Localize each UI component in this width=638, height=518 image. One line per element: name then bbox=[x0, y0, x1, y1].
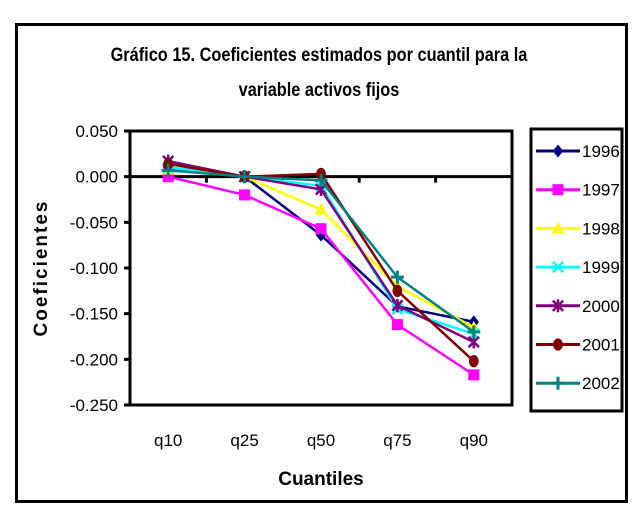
legend-marker bbox=[553, 338, 563, 351]
data-point bbox=[315, 223, 327, 235]
legend-marker bbox=[552, 144, 564, 158]
data-point bbox=[238, 170, 252, 184]
series-layer bbox=[161, 154, 481, 381]
data-point bbox=[392, 284, 403, 298]
y-axis: 0.050 0.000 -0.050 -0.100 -0.150 -0.200 -0.250 bbox=[70, 122, 130, 415]
legend-item: 1999 bbox=[536, 258, 620, 277]
legend-item: 1998 bbox=[536, 219, 620, 238]
legend-label: 2002 bbox=[582, 374, 620, 393]
x-tick-label: q75 bbox=[383, 431, 411, 450]
data-point bbox=[314, 203, 328, 215]
x-tick-label: q50 bbox=[307, 431, 335, 450]
legend-marker bbox=[551, 376, 565, 390]
data-point bbox=[468, 369, 480, 381]
legend-label: 1998 bbox=[582, 219, 620, 238]
data-point bbox=[314, 173, 328, 187]
y-tick-label: 0.050 bbox=[75, 122, 118, 141]
legend-label: 1997 bbox=[582, 181, 620, 200]
x-tick-label: q90 bbox=[460, 431, 488, 450]
chart-title-line-2: variable activos fijos bbox=[238, 80, 400, 101]
legend-item: 2000 bbox=[536, 297, 620, 316]
legend-label: 1996 bbox=[582, 142, 620, 161]
y-axis-title: Coeficientes bbox=[31, 200, 52, 337]
x-axis-title: Cuantiles bbox=[278, 469, 364, 490]
legend-item: 2001 bbox=[536, 336, 620, 355]
series-1997 bbox=[162, 171, 480, 381]
x-tick-label: q10 bbox=[154, 431, 182, 450]
legend-item: 1997 bbox=[536, 181, 620, 200]
y-tick-label: -0.100 bbox=[70, 259, 118, 278]
legend-item: 1996 bbox=[536, 142, 620, 161]
y-tick-label: -0.150 bbox=[70, 305, 118, 324]
legend-label: 2000 bbox=[582, 297, 620, 316]
legend-label: 1999 bbox=[582, 258, 620, 277]
legend-marker bbox=[552, 184, 564, 196]
plot-area bbox=[128, 129, 514, 407]
data-point bbox=[390, 270, 404, 284]
legend-marker bbox=[551, 261, 565, 274]
data-point bbox=[467, 325, 481, 339]
data-point bbox=[468, 354, 479, 368]
legend-item: 2002 bbox=[536, 374, 620, 393]
legend-marker bbox=[551, 221, 565, 234]
x-tick-label: q25 bbox=[230, 431, 258, 450]
y-tick-label: -0.050 bbox=[70, 213, 118, 232]
data-point bbox=[391, 298, 404, 312]
legend-label: 2001 bbox=[582, 336, 620, 355]
legend: 1996 1997 1998 1999 2000 2001 2002 bbox=[536, 142, 620, 393]
x-axis: q10 q25 q50 q75 q90 bbox=[128, 175, 514, 450]
chart-title-line-1: Gráfico 15. Coeficientes estimados por c… bbox=[110, 45, 528, 66]
legend-marker bbox=[551, 299, 565, 313]
chart-frame bbox=[15, 23, 628, 503]
data-point bbox=[161, 163, 175, 177]
legend-box bbox=[529, 127, 624, 413]
data-point bbox=[239, 189, 251, 201]
y-tick-label: 0.000 bbox=[75, 168, 118, 187]
series-2002 bbox=[161, 163, 481, 339]
y-tick-label: -0.200 bbox=[70, 350, 118, 369]
data-point bbox=[391, 319, 403, 331]
y-tick-label: -0.250 bbox=[70, 396, 118, 415]
